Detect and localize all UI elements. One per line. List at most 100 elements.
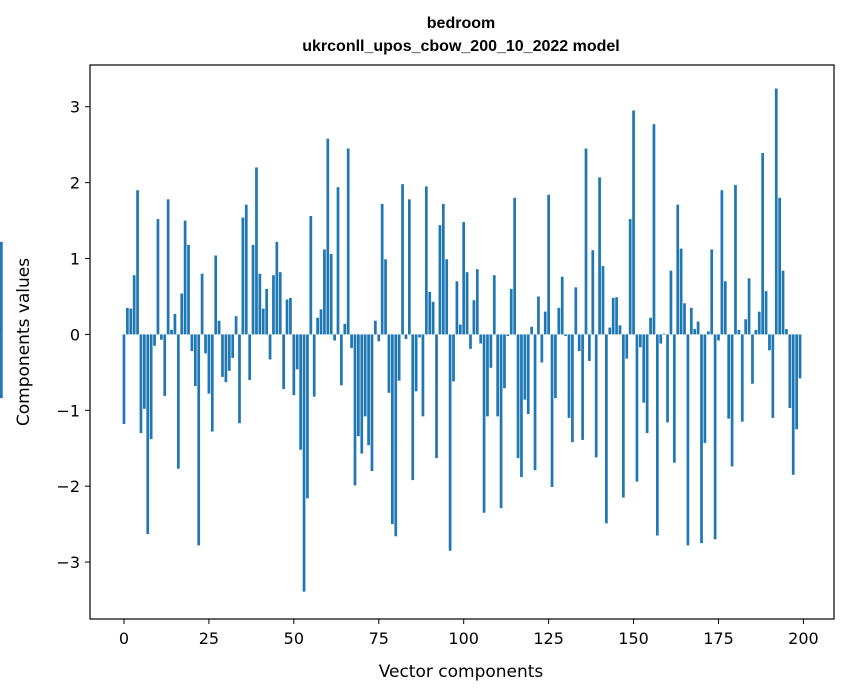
bar-117: [520, 334, 523, 478]
bar-91: [431, 301, 435, 335]
bar-194: [781, 270, 785, 335]
x-tick-label: 200: [788, 629, 819, 648]
y-tick-label: −1: [56, 401, 80, 420]
bar-21: [193, 334, 197, 387]
bar-89: [424, 186, 428, 335]
bar-42: [265, 288, 269, 335]
x-tick-label: 25: [199, 629, 219, 648]
bar-150: [632, 110, 635, 335]
bar-170: [700, 334, 703, 544]
bar-174: [713, 334, 717, 540]
x-tick-label: 175: [703, 629, 734, 648]
bar-141: [601, 266, 605, 335]
bar-157: [655, 334, 659, 536]
bar-56: [312, 334, 316, 397]
y-tick-label: −3: [56, 553, 80, 572]
bar-192: [774, 88, 778, 335]
bar-120: [530, 326, 533, 335]
bar-140: [598, 177, 601, 335]
bar-135: [581, 334, 584, 440]
bar-148: [625, 334, 629, 359]
bar-31: [227, 334, 231, 371]
bar-76: [380, 203, 384, 335]
bar-40: [258, 273, 262, 335]
x-tick-label: 125: [533, 629, 564, 648]
bar-196: [788, 334, 792, 409]
bar-173: [710, 249, 714, 335]
bar-25: [207, 334, 211, 394]
bar-13: [166, 199, 170, 335]
bar-72: [367, 334, 370, 446]
y-tick-label: −2: [56, 477, 80, 496]
plot-frame: [89, 64, 835, 620]
bar-94: [441, 203, 445, 335]
bar-9: [153, 334, 156, 346]
bar-136: [584, 148, 588, 335]
bar-188: [761, 153, 765, 335]
bar-32: [231, 334, 235, 358]
bar-80: [394, 334, 398, 537]
x-tick-label: 150: [618, 629, 649, 648]
bar-123: [540, 334, 544, 363]
bar-106: [482, 334, 486, 513]
bar-92: [435, 334, 438, 459]
y-tick-label: 3: [70, 98, 80, 117]
bar-178: [727, 334, 731, 419]
bar-86: [414, 334, 418, 392]
bar-137: [588, 334, 591, 361]
bar-57: [316, 317, 319, 335]
bar-129: [560, 276, 564, 335]
bar-79: [391, 334, 394, 525]
bar-46: [278, 272, 282, 335]
bar-38: [251, 244, 255, 335]
bar-165: [683, 303, 686, 335]
bar-63: [336, 187, 340, 335]
bar-44: [272, 275, 275, 335]
bar-81: [397, 334, 401, 381]
bar-127: [554, 334, 557, 399]
y-tick-label: 2: [70, 174, 80, 193]
bar-128: [557, 307, 561, 335]
bar-43: [268, 334, 272, 360]
bar-144: [611, 297, 615, 335]
bar-161: [669, 270, 673, 335]
bar-168: [693, 329, 697, 335]
bar-11: [159, 334, 163, 340]
bar-54: [306, 334, 309, 499]
bar-159: [662, 333, 666, 335]
bar-108: [489, 334, 493, 368]
bar-160: [666, 334, 669, 423]
bar-185: [751, 334, 754, 384]
bar-65: [343, 323, 347, 335]
bar-132: [571, 334, 574, 443]
bar-187: [757, 311, 761, 335]
bar-191: [771, 334, 775, 418]
x-axis-label: Vector components: [379, 662, 544, 682]
bar-undefined: [0, 241, 3, 335]
bar-62: [333, 334, 336, 341]
bar-126: [550, 334, 554, 487]
bar-195: [785, 329, 788, 335]
x-tick-label: 50: [284, 629, 304, 648]
bar-78: [387, 334, 391, 393]
bar-121: [533, 334, 537, 471]
bar-166: [686, 334, 690, 546]
bar-77: [384, 259, 387, 335]
bar-22: [197, 334, 201, 546]
bar-45: [275, 241, 279, 335]
bar-96: [448, 334, 452, 551]
bar-154: [645, 334, 649, 434]
bar-84: [407, 199, 411, 335]
bar-167: [689, 307, 693, 335]
bar-118: [523, 334, 527, 400]
bar-0: [122, 334, 126, 424]
bar-85: [411, 334, 415, 481]
bar-199: [798, 334, 802, 379]
x-tick-label: 75: [369, 629, 389, 648]
bar-5: [139, 334, 143, 434]
bar-193: [778, 197, 781, 335]
bar-23: [200, 273, 204, 335]
bar-119: [526, 334, 530, 415]
bar-145: [615, 297, 618, 335]
bar-52: [299, 334, 302, 450]
